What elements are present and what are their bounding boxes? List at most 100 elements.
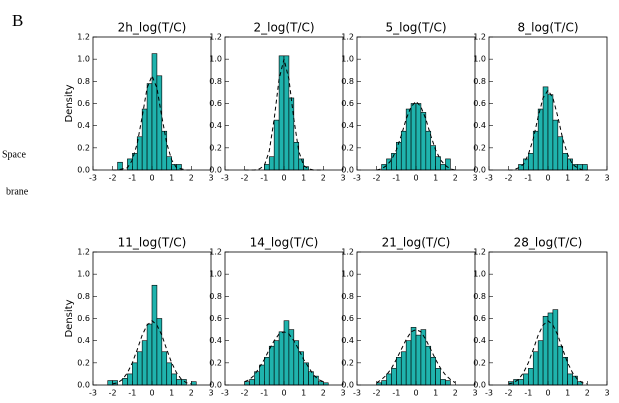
histogram-bar <box>146 323 153 386</box>
x-tick-label: -2 <box>505 174 513 183</box>
y-tick-label: 0.0 <box>341 166 354 175</box>
histogram-bar <box>146 83 153 171</box>
x-tick-label: 2 <box>321 389 326 398</box>
x-tick-label: -1 <box>260 174 268 183</box>
histogram-bar <box>572 375 578 386</box>
y-tick-label: 0.6 <box>473 314 486 323</box>
histogram-bar <box>440 379 446 386</box>
histogram-bar <box>268 156 275 171</box>
histogram-bar <box>425 345 432 386</box>
y-tick-label: 1.0 <box>341 270 354 279</box>
y-tick-label: 0.2 <box>473 143 486 152</box>
histogram-bar <box>166 362 172 386</box>
histogram-bar <box>410 327 417 386</box>
x-tick-label: 0 <box>413 174 418 183</box>
histogram-bar <box>298 351 304 386</box>
y-tick-label: 0.2 <box>473 358 486 367</box>
y-axis-label: Density <box>64 84 75 122</box>
histogram-bar <box>136 351 143 386</box>
histogram-bar <box>415 334 422 386</box>
histogram-bar <box>405 340 412 386</box>
x-tick-label: -1 <box>260 389 268 398</box>
x-tick-label: -1 <box>392 174 400 183</box>
histogram-bar <box>562 356 568 386</box>
y-tick-label: 1.2 <box>77 248 90 257</box>
histogram-bar <box>288 97 295 171</box>
density-curve <box>244 331 324 383</box>
y-tick-label: 1.2 <box>473 248 486 257</box>
y-tick-label: 0.8 <box>209 292 222 301</box>
y-tick-label: 0.8 <box>77 292 90 301</box>
y-tick-label: 1.0 <box>77 55 90 64</box>
y-tick-label: 0.2 <box>77 143 90 152</box>
histogram-bar <box>415 103 422 171</box>
histogram-bar <box>542 86 549 171</box>
x-tick-label: -2 <box>241 389 249 398</box>
x-tick-label: 2 <box>453 174 458 183</box>
density-curve <box>376 100 456 171</box>
x-tick-label: 1 <box>565 389 570 398</box>
y-tick-label: 1.2 <box>209 248 222 257</box>
y-tick-label: 1.0 <box>209 270 222 279</box>
histogram-bar <box>249 379 255 386</box>
y-tick-label: 1.0 <box>473 55 486 64</box>
histogram-bar <box>318 381 324 386</box>
chart-title: 11_log(T/C) <box>118 236 187 250</box>
y-tick-label: 1.2 <box>209 33 222 42</box>
histogram-bar <box>528 368 534 386</box>
y-tick-label: 0.0 <box>473 381 486 390</box>
x-tick-label: 1 <box>433 174 438 183</box>
x-tick-label: 2 <box>585 174 590 183</box>
y-tick-label: 0.6 <box>209 99 222 108</box>
y-tick-label: 0.2 <box>209 358 222 367</box>
histogram-bar <box>400 130 407 171</box>
x-tick-label: 3 <box>472 389 477 398</box>
x-tick-label: 2 <box>453 389 458 398</box>
y-tick-label: 0.4 <box>341 121 354 130</box>
chart-title: 2_log(T/C) <box>253 21 314 35</box>
histogram-bar <box>278 331 285 386</box>
chart-title: 21_log(T/C) <box>382 236 451 250</box>
x-tick-label: 3 <box>604 174 609 183</box>
x-tick-label: -3 <box>485 389 493 398</box>
x-tick-label: -3 <box>89 389 97 398</box>
histogram-bar <box>547 94 554 171</box>
histogram-bar <box>171 373 177 386</box>
y-tick-label: 0.4 <box>77 336 90 345</box>
y-tick-label: 0.6 <box>473 99 486 108</box>
density-curve <box>508 89 588 171</box>
histogram-bar <box>141 108 148 171</box>
histogram-bar <box>273 119 280 171</box>
y-tick-label: 1.0 <box>473 270 486 279</box>
chart-title: 2h_log(T/C) <box>118 21 187 35</box>
histogram-bar <box>288 329 295 386</box>
y-tick-label: 1.2 <box>473 33 486 42</box>
histogram-bar <box>528 153 534 171</box>
chart-title: 28_log(T/C) <box>514 236 583 250</box>
y-tick-label: 0.8 <box>77 77 90 86</box>
x-tick-label: 3 <box>208 389 213 398</box>
histogram-bar <box>176 379 182 386</box>
histogram-bar <box>254 371 260 386</box>
histogram-bar <box>567 373 573 386</box>
histogram-bar <box>268 345 275 386</box>
x-tick-label: -2 <box>109 174 117 183</box>
histogram-bar <box>273 340 280 386</box>
y-tick-label: 0.0 <box>77 381 90 390</box>
panel-label: B <box>12 11 23 30</box>
y-tick-label: 0.8 <box>209 77 222 86</box>
chart-title: 5_log(T/C) <box>385 21 446 35</box>
histogram-bar <box>562 153 568 171</box>
histogram-bar <box>440 164 446 171</box>
histogram-bar <box>264 356 270 386</box>
y-tick-label: 0.0 <box>209 381 222 390</box>
x-tick-label: -2 <box>373 389 381 398</box>
x-tick-label: -2 <box>373 174 381 183</box>
y-tick-label: 0.2 <box>77 358 90 367</box>
density-curve <box>244 59 324 171</box>
x-tick-label: -3 <box>89 174 97 183</box>
x-tick-label: 0 <box>545 389 550 398</box>
histogram-bar <box>523 373 529 386</box>
x-tick-label: 3 <box>208 174 213 183</box>
